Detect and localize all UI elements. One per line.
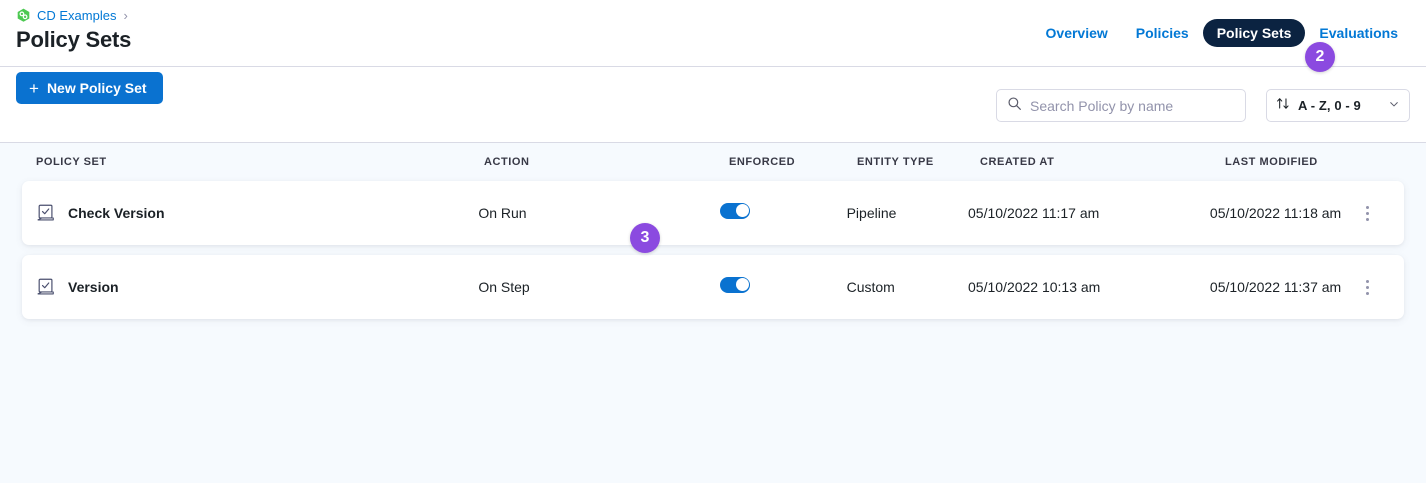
policy-set-action: On Step (478, 279, 530, 295)
policy-set-icon (36, 203, 56, 223)
policy-set-name: Version (68, 279, 119, 295)
step-badge-2: 2 (1305, 42, 1335, 72)
column-header-enforced: ENFORCED (729, 156, 796, 168)
sort-label: A - Z, 0 - 9 (1298, 98, 1361, 113)
tab-overview[interactable]: Overview (1045, 25, 1108, 41)
breadcrumb-link-cd-examples[interactable]: CD Examples (37, 8, 117, 23)
step-badge-3: 3 (630, 223, 660, 253)
policy-set-enforced-cell (720, 276, 846, 298)
policy-set-created-at: 05/10/2022 10:13 am (968, 279, 1101, 295)
search-input[interactable] (1030, 97, 1235, 114)
search-icon (1007, 96, 1022, 116)
content-area: POLICY SET ACTION ENFORCED ENTITY TYPE C… (0, 143, 1426, 483)
policy-set-icon (36, 277, 56, 297)
policy-set-enforced-cell (720, 202, 846, 224)
cd-project-icon (16, 8, 31, 23)
column-header-entity-type: ENTITY TYPE (857, 156, 934, 168)
breadcrumb: CD Examples › (16, 8, 128, 23)
policy-set-name: Check Version (68, 205, 165, 221)
enforced-toggle[interactable] (720, 276, 751, 293)
column-header-created-at: CREATED AT (980, 156, 1055, 168)
toggle-knob (735, 278, 749, 291)
toggle-knob (735, 204, 749, 217)
policy-set-last-modified: 05/10/2022 11:18 am (1209, 205, 1342, 221)
search-box[interactable] (996, 89, 1246, 122)
page-title: Policy Sets (16, 27, 132, 52)
table-header-row: POLICY SET ACTION ENFORCED ENTITY TYPE C… (22, 143, 1404, 181)
breadcrumb-separator-icon: › (123, 8, 128, 23)
chevron-down-icon (1388, 97, 1400, 115)
policy-sets-table: POLICY SET ACTION ENFORCED ENTITY TYPE C… (22, 143, 1404, 319)
kebab-menu-icon[interactable] (1358, 276, 1376, 298)
kebab-menu-icon[interactable] (1358, 202, 1376, 224)
plus-icon: + (29, 78, 39, 98)
top-navigation: Overview Policies Policy Sets Evaluation… (1032, 19, 1412, 47)
new-policy-set-button[interactable]: + New Policy Set (16, 72, 163, 104)
new-policy-set-label: New Policy Set (46, 80, 147, 96)
tab-policies[interactable]: Policies (1135, 25, 1189, 41)
policy-set-entity-type: Pipeline (846, 205, 897, 221)
sort-dropdown[interactable]: A - Z, 0 - 9 (1266, 89, 1410, 122)
tab-policy-sets[interactable]: Policy Sets (1202, 19, 1306, 47)
column-header-last-modified: LAST MODIFIED (1225, 156, 1318, 168)
column-header-action: ACTION (484, 156, 530, 168)
column-header-policy-set: POLICY SET (36, 156, 107, 168)
enforced-toggle[interactable] (720, 202, 751, 219)
table-row[interactable]: Check Version On Run Pipeline 05/10/2022… (22, 181, 1404, 245)
table-row[interactable]: Version On Step Custom 05/10/2022 10:13 … (22, 255, 1404, 319)
page-header: CD Examples › Policy Sets Overview Polic… (0, 0, 1426, 67)
toolbar: + New Policy Set A - Z, 0 - 9 (0, 67, 1426, 143)
tab-evaluations[interactable]: Evaluations (1319, 25, 1398, 41)
policy-set-action: On Run (478, 205, 527, 221)
sort-icon (1276, 96, 1290, 116)
policy-set-created-at: 05/10/2022 11:17 am (968, 205, 1100, 221)
policy-set-last-modified: 05/10/2022 11:37 am (1209, 279, 1342, 295)
policy-set-entity-type: Custom (846, 279, 895, 295)
